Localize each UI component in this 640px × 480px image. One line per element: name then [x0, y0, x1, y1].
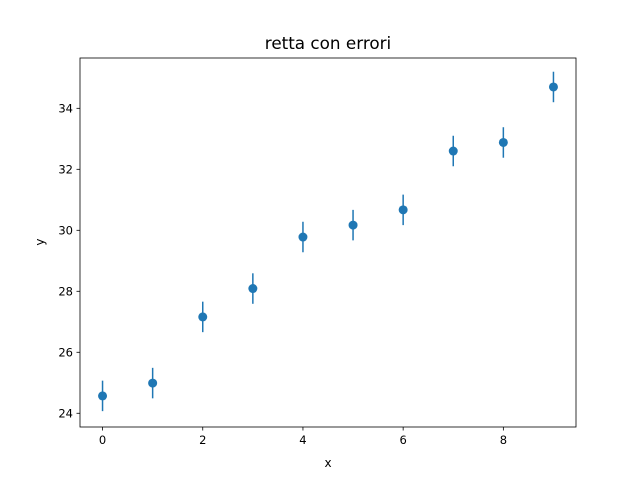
y-axis-label: y	[33, 238, 47, 245]
data-point	[298, 232, 308, 242]
x-axis: 0 2 4 6 8	[99, 427, 507, 447]
x-tick-label: 2	[199, 433, 206, 447]
data-point	[198, 312, 208, 322]
y-tick-label: 24	[58, 406, 73, 420]
data-point	[348, 220, 358, 230]
y-tick-label: 30	[58, 223, 73, 237]
data-point	[548, 82, 558, 92]
data-series	[98, 71, 558, 412]
data-point	[398, 205, 408, 215]
y-tick-label: 26	[58, 345, 73, 359]
plot-frame	[79, 57, 577, 428]
x-tick-label: 4	[299, 433, 306, 447]
y-tick-label: 28	[58, 284, 73, 298]
data-point	[148, 378, 158, 388]
y-axis: 24 26 28 30 32 34	[58, 101, 80, 420]
data-point	[498, 137, 508, 147]
x-tick-label: 6	[399, 433, 406, 447]
y-tick-label: 34	[58, 101, 73, 115]
x-tick-label: 8	[500, 433, 507, 447]
plot-area	[79, 57, 577, 428]
data-point	[248, 284, 258, 294]
x-tick-label: 0	[99, 433, 106, 447]
chart-title: retta con errori	[265, 33, 391, 53]
data-point	[98, 391, 108, 401]
x-axis-label: x	[324, 456, 331, 470]
y-tick-label: 32	[58, 162, 73, 176]
data-point	[448, 146, 458, 156]
